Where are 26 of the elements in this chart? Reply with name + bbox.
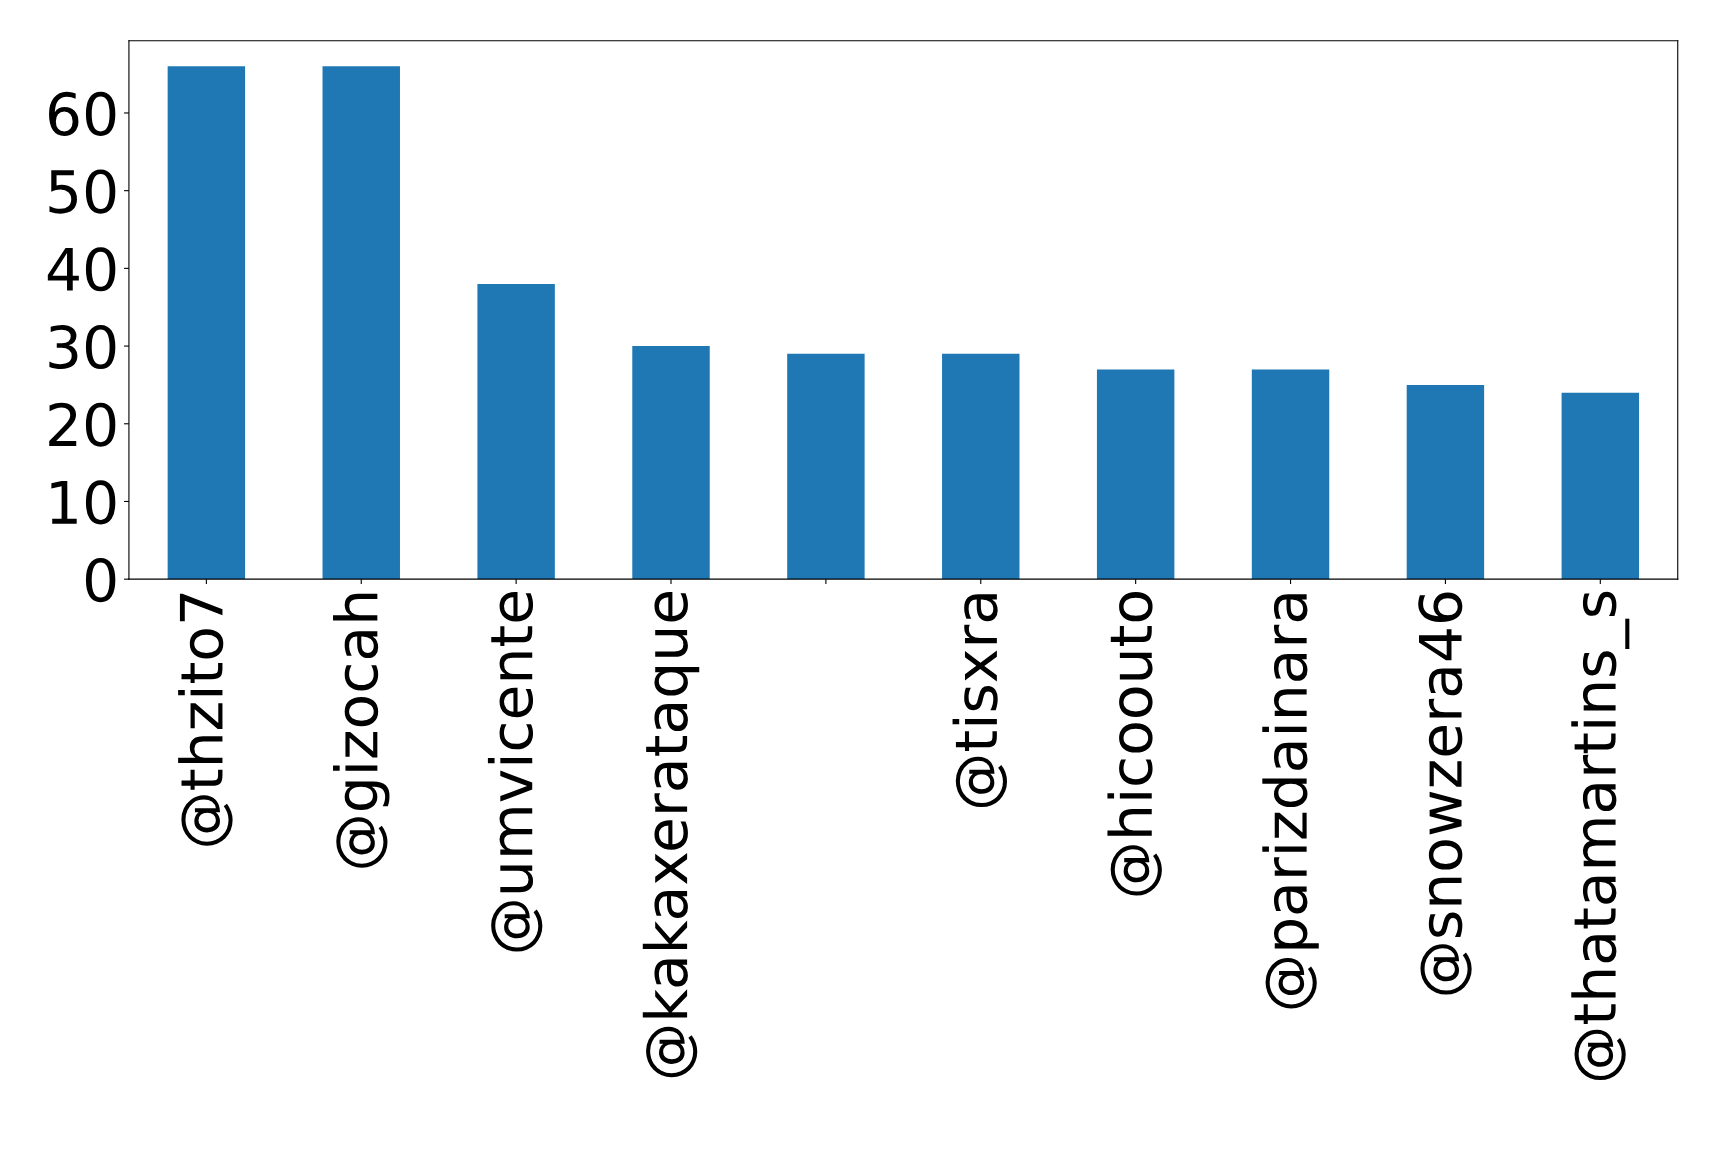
bar — [1096, 369, 1175, 580]
x-tick-label: @umvicente — [487, 592, 543, 952]
x-tick-label: @thzito7 — [178, 593, 233, 846]
bar — [942, 353, 1020, 580]
bar — [1561, 392, 1640, 580]
y-tick-label: 30 — [49, 324, 116, 370]
x-tick-label: @hicoouto — [1107, 592, 1162, 896]
bar — [1251, 369, 1330, 580]
bar — [167, 66, 246, 580]
y-tick-label: 10 — [51, 480, 116, 525]
bar — [632, 346, 710, 580]
x-tick-label: @parizdainara — [1262, 594, 1319, 1009]
x-tick-label: @gizocah — [333, 593, 390, 868]
x-tick-label: @kakaxerataque — [642, 592, 700, 1078]
x-tick-label: @snowzera46 — [1418, 592, 1472, 995]
x-tick-label: @tisxra — [952, 594, 1008, 808]
y-tick-label: 20 — [49, 402, 116, 447]
y-tick-label: 40 — [47, 247, 116, 292]
bar — [1406, 384, 1485, 580]
x-tick-label: @thatamartins_s — [1571, 591, 1630, 1081]
bar — [477, 283, 555, 580]
y-tick-label: 50 — [49, 169, 116, 214]
bar — [322, 66, 400, 580]
y-tick-label: 0 — [85, 558, 116, 603]
y-tick-label: 60 — [49, 91, 116, 136]
bar — [787, 353, 865, 580]
